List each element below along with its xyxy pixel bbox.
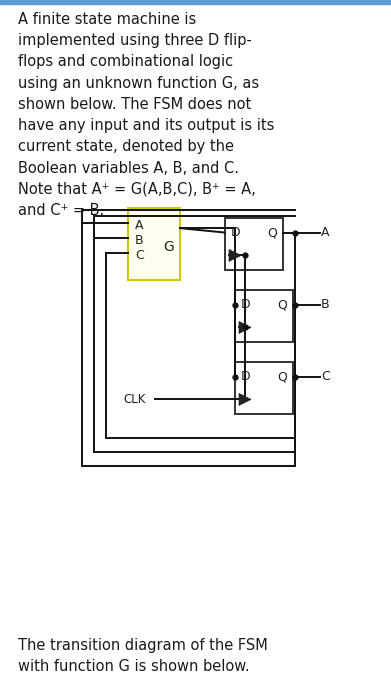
Text: A: A [321,226,330,239]
Text: Q: Q [277,370,287,383]
Text: G: G [163,240,174,254]
Text: A: A [135,219,143,232]
Polygon shape [229,249,241,261]
Text: B: B [321,298,330,311]
Text: D: D [241,298,251,311]
Text: The transition diagram of the FSM
with function G is shown below.: The transition diagram of the FSM with f… [18,638,268,674]
Polygon shape [239,321,251,333]
Text: Q: Q [277,298,287,311]
Text: D: D [241,370,251,383]
Polygon shape [239,393,251,405]
Bar [0,0,391,4]
Text: A finite state machine is
implemented using three D flip-
flops and combinationa: A finite state machine is implemented us… [18,12,274,218]
Bar [128,208,180,280]
Text: B: B [135,234,143,247]
Text: Q: Q [267,226,277,239]
Bar [225,218,283,270]
Text: D: D [231,226,240,239]
Bar [235,362,293,414]
Text: C: C [135,249,144,262]
Bar [235,290,293,342]
Text: CLK: CLK [123,393,145,406]
Text: C: C [321,370,330,383]
